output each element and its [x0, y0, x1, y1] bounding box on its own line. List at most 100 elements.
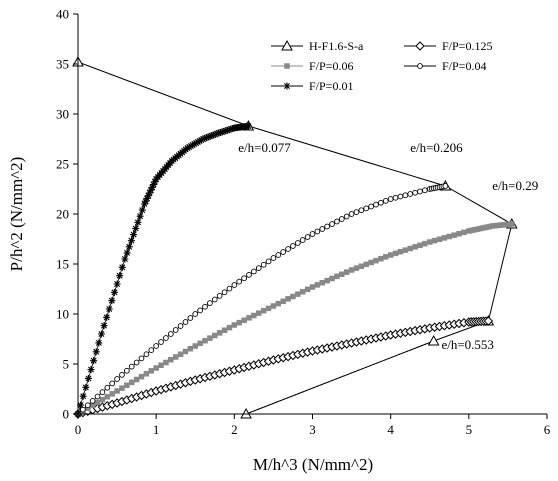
- data-point: [151, 178, 159, 186]
- legend-entry: F/P=0.06: [271, 59, 353, 73]
- data-point: [319, 226, 326, 232]
- x-tick-label: 3: [309, 422, 316, 437]
- data-point: [177, 351, 184, 357]
- data-point: [118, 263, 126, 271]
- data-point: [158, 362, 164, 368]
- data-point: [146, 189, 154, 197]
- data-point: [461, 229, 467, 236]
- data-point: [348, 267, 355, 273]
- data-point: [290, 243, 296, 249]
- data-point: [220, 127, 228, 135]
- legend-entry: F/P=0.04: [404, 59, 486, 73]
- data-point: [255, 265, 262, 271]
- data-point: [136, 212, 144, 220]
- data-point: [207, 300, 213, 306]
- data-point: [103, 313, 111, 321]
- data-point: [397, 249, 404, 255]
- data-point: [99, 389, 106, 395]
- legend-marker: [284, 63, 290, 69]
- data-point: [100, 322, 108, 330]
- data-point: [212, 332, 218, 339]
- data-point: [260, 261, 267, 268]
- data-point: [270, 255, 277, 261]
- data-point: [197, 340, 203, 347]
- data-point: [87, 366, 95, 374]
- series-line: [77, 223, 512, 415]
- data-point: [199, 135, 207, 143]
- data-point: [90, 357, 98, 365]
- data-point: [422, 187, 428, 194]
- data-point: [295, 291, 301, 297]
- axes: 0 1 2 3 4 5 6 0 5 10 15 20 25 30 35 40: [56, 7, 551, 438]
- data-point: [138, 206, 146, 214]
- data-point: [208, 132, 216, 140]
- x-tick-label: 6: [544, 422, 551, 437]
- data-point: [387, 196, 394, 202]
- data-point: [138, 355, 145, 362]
- data-point: [483, 316, 494, 326]
- data-point: [299, 289, 306, 295]
- data-point: [163, 359, 169, 366]
- data-point: [125, 243, 133, 251]
- data-point: [182, 319, 189, 325]
- data-point: [343, 269, 350, 275]
- data-point: [363, 205, 370, 212]
- data-point: [138, 373, 145, 380]
- data-point: [109, 380, 116, 387]
- data-point: [368, 203, 374, 210]
- data-point: [427, 239, 433, 245]
- data-point: [334, 218, 340, 225]
- data-point: [104, 384, 111, 391]
- data-point: [99, 396, 106, 403]
- data-point: [213, 130, 221, 138]
- data-point: [383, 254, 389, 260]
- data-point: [204, 133, 212, 141]
- annotation-label: e/h=0.077: [238, 140, 291, 155]
- data-point: [373, 257, 379, 264]
- data-point: [108, 297, 116, 305]
- data-point: [226, 285, 233, 292]
- data-point: [402, 192, 409, 199]
- data-point: [309, 284, 316, 290]
- data-point: [225, 126, 233, 134]
- data-point: [387, 252, 394, 258]
- data-point: [143, 194, 151, 202]
- data-point: [431, 237, 438, 244]
- data-point: [92, 348, 100, 356]
- data-point: [265, 258, 272, 265]
- data-point: [244, 122, 252, 130]
- legend-label: F/P=0.06: [309, 59, 353, 73]
- data-point: [329, 275, 335, 282]
- data-point: [133, 359, 140, 366]
- data-point: [407, 245, 413, 252]
- data-point: [153, 343, 160, 349]
- data-point: [280, 298, 286, 304]
- data-point: [299, 237, 306, 243]
- y-tick-label: 5: [63, 357, 70, 372]
- data-point: [113, 280, 121, 288]
- data-point: [132, 224, 140, 232]
- data-point: [319, 280, 326, 286]
- data-point: [211, 130, 219, 138]
- y-tick-label: 20: [56, 207, 69, 222]
- data-point: [144, 192, 152, 200]
- data-point: [97, 330, 105, 338]
- data-point: [363, 261, 369, 268]
- data-point: [343, 213, 350, 220]
- data-point: [309, 231, 316, 237]
- data-point: [124, 367, 130, 374]
- legend-marker: [417, 63, 423, 69]
- data-point: [114, 376, 120, 382]
- data-point: [158, 339, 164, 345]
- data-point: [133, 376, 140, 383]
- data-point: [412, 244, 418, 250]
- x-tick-label: 2: [231, 422, 238, 437]
- data-point: [392, 194, 399, 201]
- data-point: [221, 327, 228, 333]
- data-point: [231, 282, 238, 288]
- x-tick-label: 5: [466, 422, 473, 437]
- data-point: [397, 193, 404, 200]
- data-point: [382, 198, 389, 204]
- data-point: [89, 398, 96, 404]
- data-point: [304, 234, 311, 240]
